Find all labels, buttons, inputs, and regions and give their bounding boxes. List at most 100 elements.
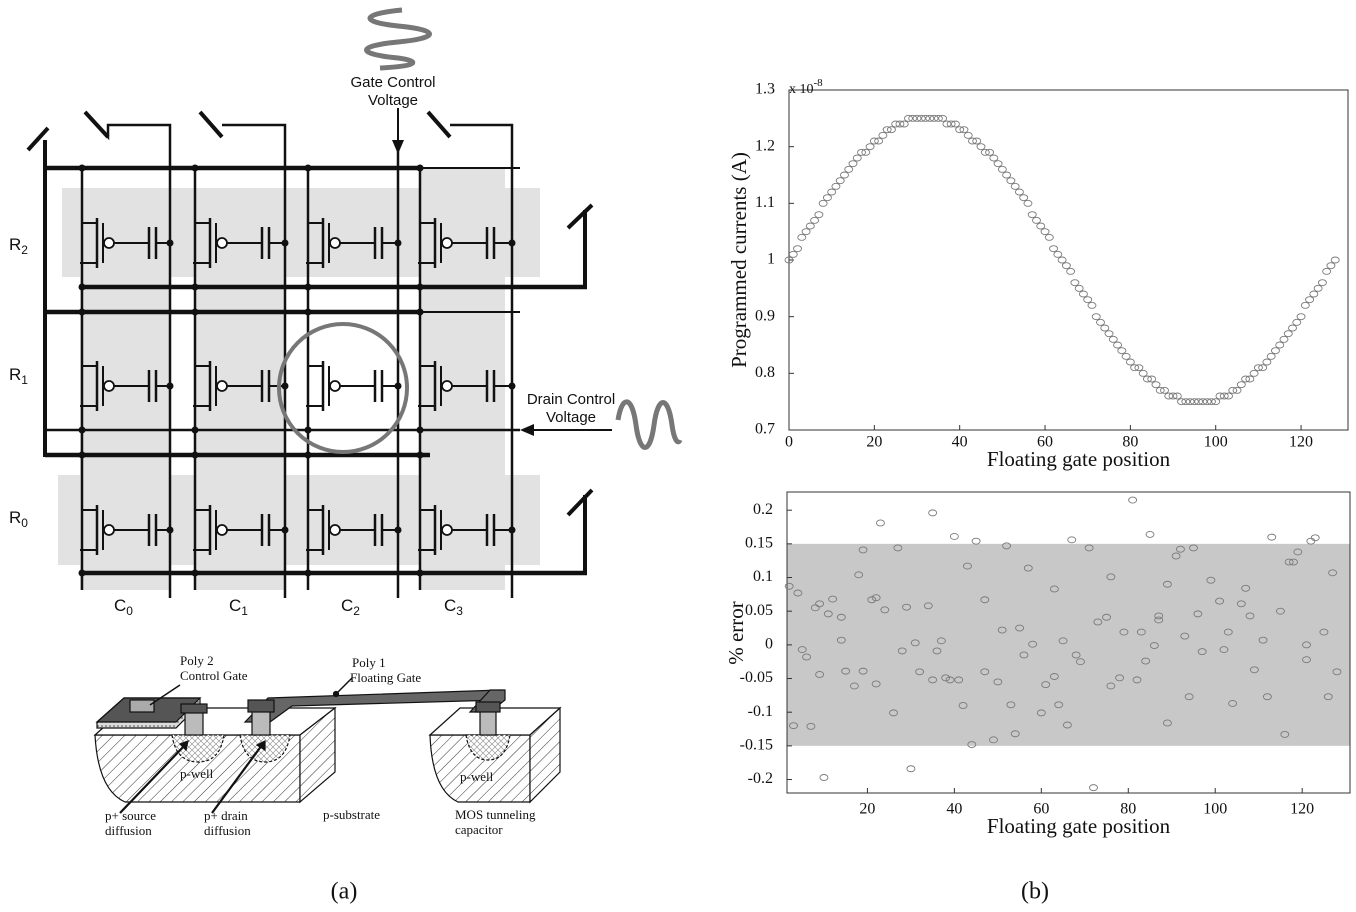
data-point xyxy=(1236,600,1246,608)
data-point xyxy=(858,546,868,554)
data-point xyxy=(1006,177,1016,185)
data-point xyxy=(1006,701,1016,709)
row-label: R1 xyxy=(9,365,28,387)
data-point xyxy=(1002,542,1011,550)
data-point xyxy=(831,182,841,190)
row-letter: R xyxy=(9,508,21,527)
data-point xyxy=(1332,668,1342,676)
y-tick-label: 0.7 xyxy=(755,421,775,438)
data-point xyxy=(793,589,803,597)
cell-shading xyxy=(58,168,540,590)
cross-label: p+ drain xyxy=(204,808,248,823)
data-point xyxy=(1104,330,1114,338)
y-tick-label: 0.05 xyxy=(745,602,773,619)
data-point xyxy=(1054,701,1064,709)
data-point xyxy=(1096,318,1105,326)
data-point xyxy=(1093,618,1103,626)
data-point xyxy=(1207,398,1216,406)
data-point xyxy=(840,171,849,179)
data-point xyxy=(797,233,807,241)
data-point xyxy=(1102,613,1111,621)
column-label: C1 xyxy=(229,596,248,618)
drain-label: Drain Control xyxy=(527,391,615,408)
y-scale-label: x 10-8 xyxy=(789,77,823,98)
data-point xyxy=(1014,188,1024,196)
column-index: 3 xyxy=(456,604,463,618)
tolerance-band xyxy=(787,543,1350,746)
data-point xyxy=(1197,648,1207,656)
data-point xyxy=(822,194,832,202)
data-point xyxy=(867,596,877,604)
drain-label: Voltage xyxy=(546,409,596,426)
data-point xyxy=(980,596,990,604)
data-point xyxy=(912,114,922,122)
data-point xyxy=(1175,545,1185,553)
y-scale-base: x 10 xyxy=(789,82,814,97)
x-tick-label: 20 xyxy=(866,434,882,451)
data-point xyxy=(989,736,998,744)
data-point xyxy=(835,177,845,185)
cross-label: diffusion xyxy=(105,823,152,838)
data-point xyxy=(1317,279,1327,287)
y-tick-label: -0.05 xyxy=(740,669,773,686)
cross-label: Poly 2 xyxy=(180,653,214,668)
transistor xyxy=(416,361,516,434)
data-point xyxy=(1160,386,1169,394)
data-point xyxy=(869,137,879,145)
data-point xyxy=(925,114,935,122)
gate-bubble xyxy=(329,380,341,392)
data-point xyxy=(1283,330,1293,338)
cross-label: Control Gate xyxy=(180,668,248,683)
circuit-diagram: Gate Control Voltage Drain Control Volta… xyxy=(9,7,683,618)
data-point xyxy=(962,562,972,570)
data-point xyxy=(1206,576,1216,584)
data-point xyxy=(1232,386,1242,394)
data-point xyxy=(1194,398,1204,406)
data-point xyxy=(1053,250,1063,258)
data-point xyxy=(802,653,812,661)
data-point xyxy=(972,137,982,145)
data-point xyxy=(1119,628,1129,636)
data-point xyxy=(993,160,1003,168)
data-point xyxy=(904,114,913,122)
well-label: p-well xyxy=(460,769,494,784)
data-point xyxy=(1300,301,1310,309)
data-point xyxy=(1271,347,1280,355)
data-point xyxy=(1130,364,1140,372)
data-point xyxy=(1087,301,1097,309)
data-point xyxy=(1128,496,1138,504)
data-point xyxy=(1245,612,1255,620)
data-point xyxy=(1284,558,1294,566)
data-point xyxy=(1302,656,1311,664)
data-point xyxy=(810,604,820,612)
x-tick-label: 120 xyxy=(1289,434,1313,451)
column-letter: C xyxy=(341,596,353,615)
x-tick-label: 60 xyxy=(1037,434,1053,451)
data-point xyxy=(1061,262,1071,270)
data-point xyxy=(1049,245,1059,253)
data-point xyxy=(989,154,999,162)
data-point xyxy=(980,148,990,156)
data-point xyxy=(1019,194,1029,202)
gate-bubble xyxy=(216,380,228,392)
data-point xyxy=(876,519,885,527)
data-point xyxy=(1293,548,1303,556)
data-point xyxy=(1189,398,1199,406)
data-point xyxy=(1062,721,1072,729)
data-point xyxy=(1023,199,1033,207)
y-tick-label: 1.2 xyxy=(755,137,775,154)
data-point xyxy=(946,120,956,128)
data-point xyxy=(823,610,833,618)
data-point xyxy=(1049,585,1059,593)
data-point xyxy=(854,571,864,579)
data-point xyxy=(891,120,901,128)
data-point xyxy=(1066,267,1076,275)
x-tick-label: 120 xyxy=(1290,801,1314,818)
data-point xyxy=(942,120,952,128)
x-tick-label: 80 xyxy=(1122,434,1138,451)
x-tick-label: 0 xyxy=(785,434,793,451)
data-point xyxy=(932,647,942,655)
data-point xyxy=(1010,182,1020,190)
data-point xyxy=(985,148,995,156)
row-index: 1 xyxy=(21,373,28,387)
